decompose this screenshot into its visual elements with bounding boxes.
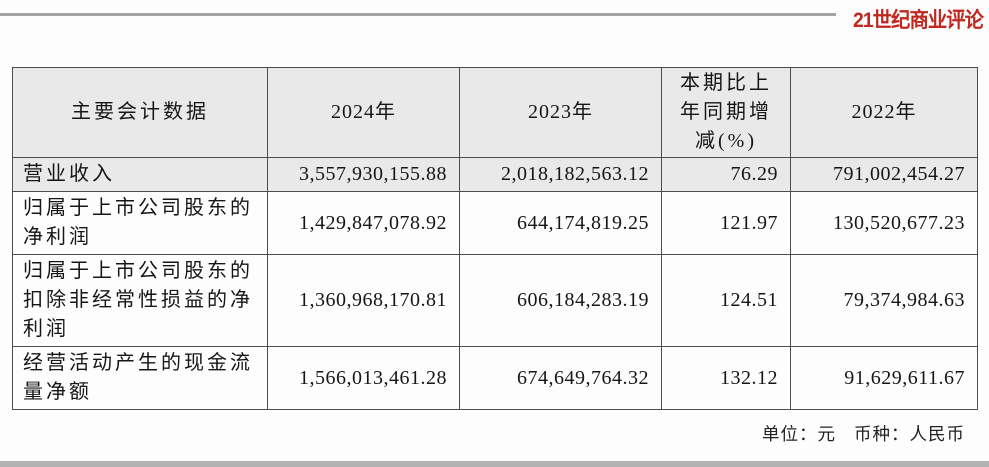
table-header-row: 主要会计数据 2024年 2023年 本期比上年同期增减(%) 2022年	[12, 67, 978, 158]
value-cell-net-profit-2023: 644,174,819.25	[459, 191, 662, 255]
table-row-net-profit: 归属于上市公司股东的净利润 1,429,847,078.92 644,174,8…	[12, 191, 978, 255]
table-row-revenue: 营业收入 3,557,930,155.88 2,018,182,563.12 7…	[12, 157, 978, 192]
currency-value: 人民币	[909, 424, 965, 444]
key-accounting-data-table: 主要会计数据 2024年 2023年 本期比上年同期增减(%) 2022年 营业…	[12, 67, 978, 410]
value-cell-net-profit-2022: 130,520,677.23	[790, 191, 978, 255]
value-cell-deducted-yoy: 124.51	[661, 254, 791, 347]
value-cell-deducted-2022: 79,374,984.63	[790, 254, 978, 347]
bottom-gray-bar	[0, 461, 989, 467]
unit-value: 元	[817, 424, 836, 444]
row-label-revenue: 营业收入	[12, 157, 268, 192]
table-row-deducted-net-profit: 归属于上市公司股东的扣除非经常性损益的净利润 1,360,968,170.81 …	[12, 254, 978, 347]
value-cell-deducted-2023: 606,184,283.19	[459, 254, 662, 347]
row-label-net-profit: 归属于上市公司股东的净利润	[12, 191, 268, 255]
header-cell-2022: 2022年	[790, 67, 978, 158]
value-cell-revenue-2023: 2,018,182,563.12	[459, 157, 662, 192]
brand-logo: 21世纪商业评论	[853, 9, 984, 32]
value-cell-revenue-yoy: 76.29	[661, 157, 791, 192]
value-cell-deducted-2024: 1,360,968,170.81	[267, 254, 460, 347]
value-cell-cash-flow-yoy: 132.12	[661, 346, 791, 410]
value-cell-cash-flow-2022: 91,629,611.67	[790, 346, 978, 410]
row-label-operating-cash-flow: 经营活动产生的现金流量净额	[12, 346, 268, 410]
value-cell-revenue-2022: 791,002,454.27	[790, 157, 978, 192]
header-cell-2024: 2024年	[267, 67, 460, 158]
value-cell-net-profit-2024: 1,429,847,078.92	[267, 191, 460, 255]
value-cell-cash-flow-2023: 674,649,764.32	[459, 346, 662, 410]
value-cell-cash-flow-2024: 1,566,013,461.28	[267, 346, 460, 410]
header-cell-2023: 2023年	[459, 67, 662, 158]
table-row-operating-cash-flow: 经营活动产生的现金流量净额 1,566,013,461.28 674,649,7…	[12, 346, 978, 410]
header-cell-main-label: 主要会计数据	[12, 67, 268, 158]
value-cell-revenue-2024: 3,557,930,155.88	[267, 157, 460, 192]
top-divider-line	[0, 13, 836, 16]
unit-footnote: 单位：元 币种：人民币	[762, 421, 965, 446]
value-cell-net-profit-yoy: 121.97	[661, 191, 791, 255]
row-label-deducted-net-profit: 归属于上市公司股东的扣除非经常性损益的净利润	[12, 254, 268, 347]
header-cell-yoy-change: 本期比上年同期增减(%)	[661, 67, 791, 158]
unit-label: 单位：	[762, 424, 818, 444]
currency-label: 币种：	[854, 424, 910, 444]
